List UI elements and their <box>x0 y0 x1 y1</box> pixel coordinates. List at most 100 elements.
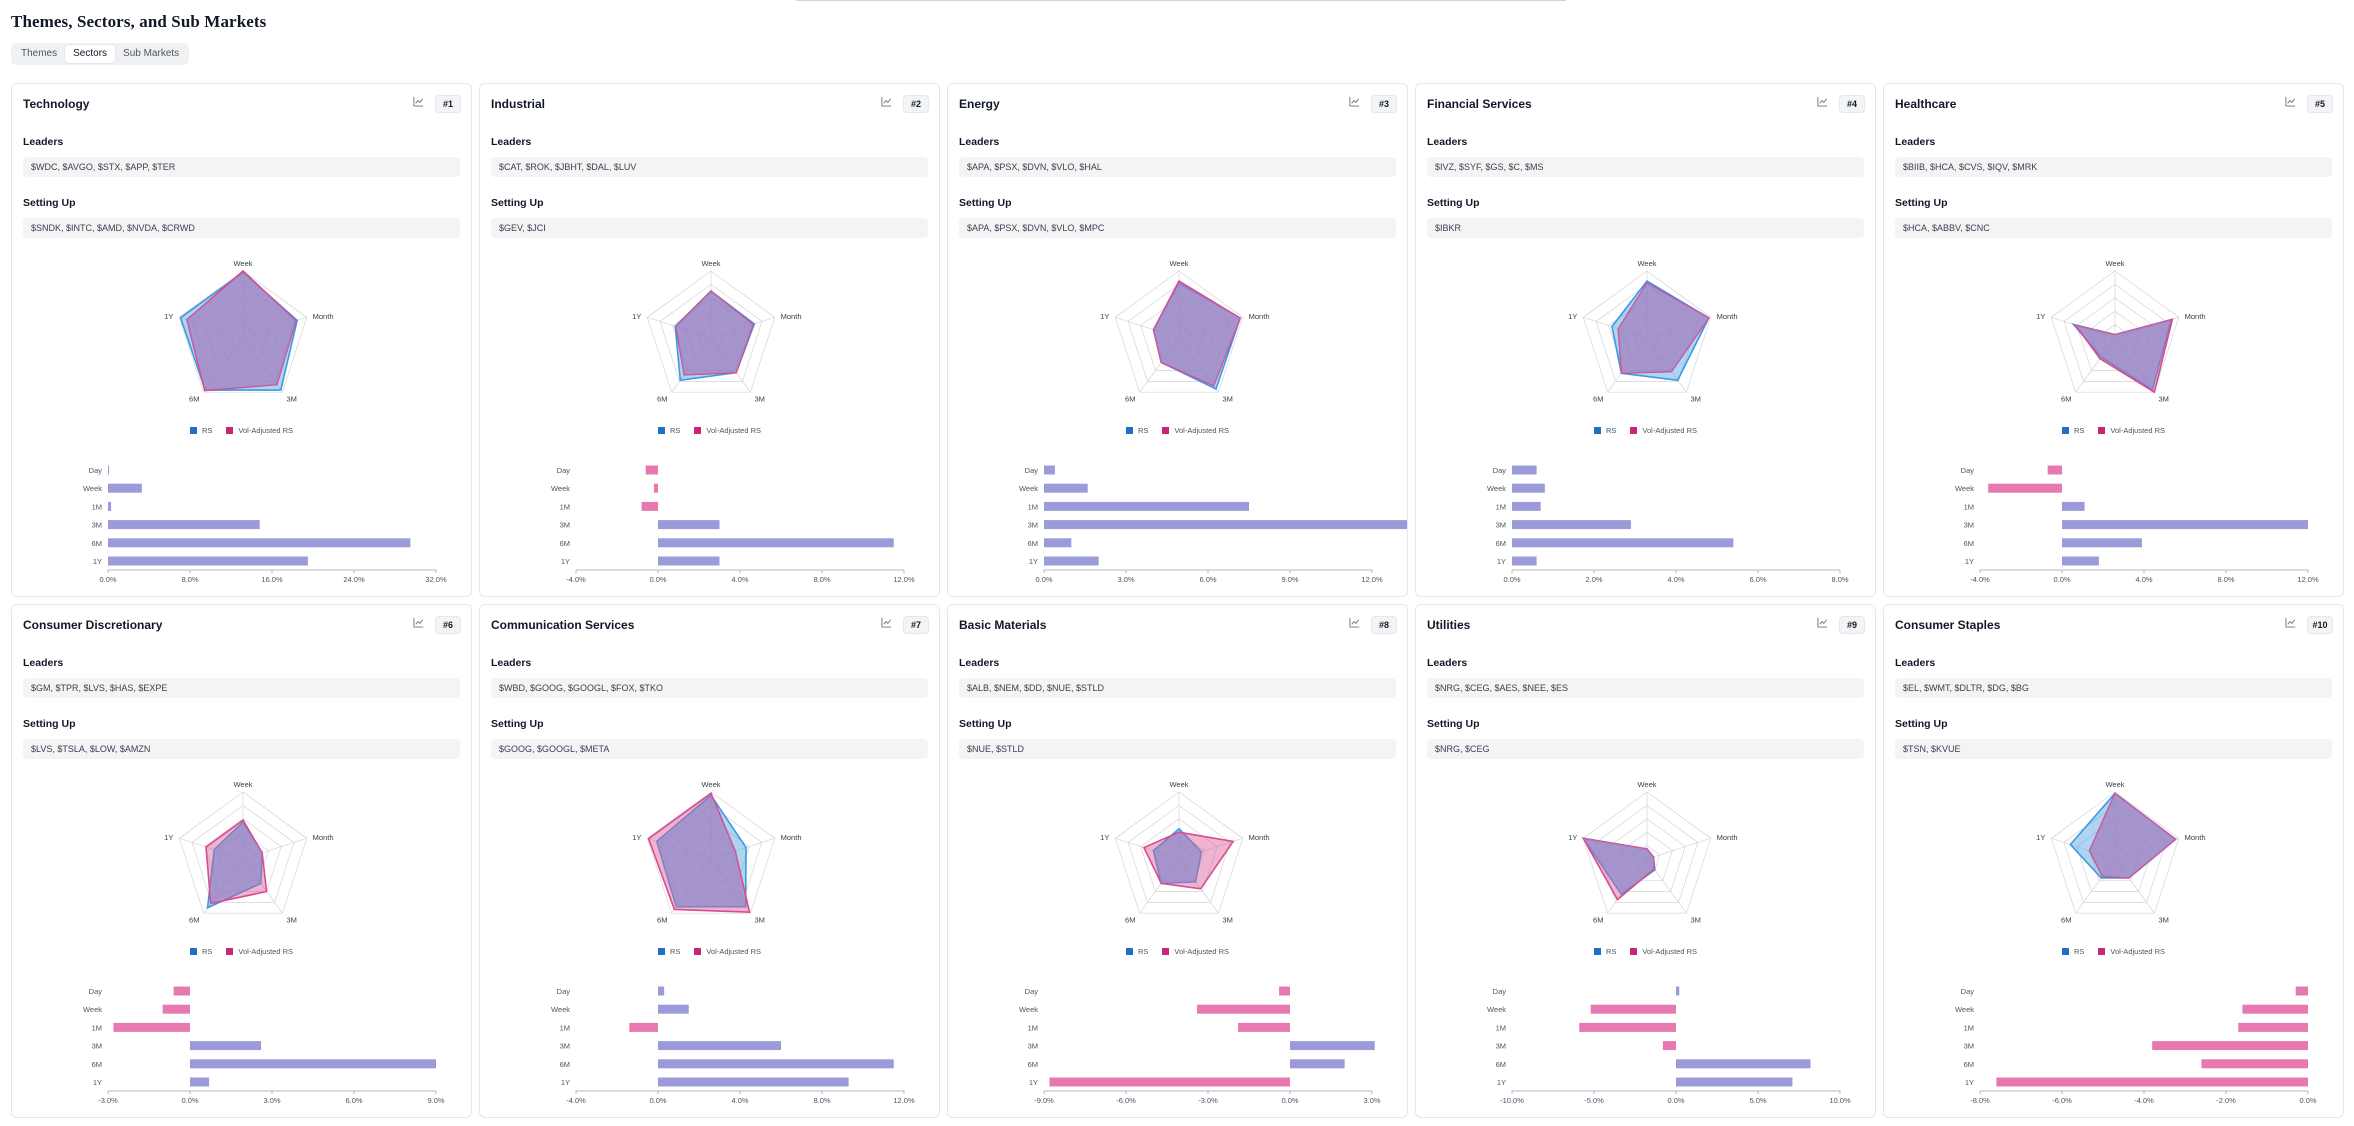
line-chart-icon[interactable] <box>411 617 425 631</box>
bar-period-label: 6M <box>1964 1060 1974 1069</box>
legend-item-vol: Vol-Adjusted RS <box>2098 426 2165 435</box>
bar-period-label: 3M <box>92 1042 102 1051</box>
return-bar <box>1512 483 1545 493</box>
radar-axis-label: Month <box>313 833 334 842</box>
tab-sub-markets[interactable]: Sub Markets <box>123 48 180 59</box>
radar-axis-label: 6M <box>657 394 667 403</box>
return-bar <box>1512 465 1537 475</box>
line-chart-icon[interactable] <box>879 96 893 110</box>
line-chart-icon[interactable] <box>2283 96 2297 110</box>
radar-grid-ring <box>1582 791 1712 914</box>
setting-up-label: Setting Up <box>491 718 544 730</box>
x-axis-tick-label: 8.0% <box>2217 575 2234 584</box>
return-bar <box>2295 986 2308 996</box>
returns-bar-chart: Day Week 1M 3M 6M 1Y -8.0% -6.0% -4.0% -2.0% 0.0% <box>1884 979 2343 1114</box>
x-axis-tick-label: 9.0% <box>1281 575 1298 584</box>
radar-overlap <box>656 795 746 907</box>
sector-title: Utilities <box>1427 618 1471 632</box>
sector-card: Healthcare #5 Leaders $BIIB, $HCA, $CVS, $I… <box>1883 83 2344 597</box>
line-chart-icon[interactable] <box>2283 617 2297 631</box>
return-bar <box>2152 1041 2308 1051</box>
radar-overlap <box>1583 838 1655 895</box>
returns-bar-chart: Day Week 1M 3M 6M 1Y 0.0% 3.0% 6.0% 9.0% 12.0% <box>948 458 1407 593</box>
x-axis-tick-label: 0.0% <box>99 575 116 584</box>
return-bar <box>1512 501 1541 511</box>
radar-axis-label: 6M <box>657 915 667 924</box>
radar-grid-ring <box>1127 804 1231 903</box>
legend-swatch-vol <box>1630 948 1638 955</box>
radar-axis-label: Month <box>1249 312 1270 321</box>
bar-period-label: 1Y <box>93 557 102 566</box>
line-chart-icon[interactable] <box>879 617 893 631</box>
x-axis-tick-label: 12.0% <box>2297 575 2319 584</box>
radar-axis-label: 1Y <box>632 312 641 321</box>
radar-axis-label: Month <box>1249 833 1270 842</box>
return-bar <box>2062 520 2308 530</box>
leaders-tickers: $ALB, $NEM, $DD, $NUE, $STLD <box>959 678 1396 698</box>
setting-up-label: Setting Up <box>1895 197 1948 209</box>
x-axis-tick-label: 0.0% <box>1503 575 1520 584</box>
return-bar <box>108 465 110 475</box>
sector-card: Energy #3 Leaders $APA, $PSX, $DVN, $VLO, $… <box>947 83 1408 597</box>
legend-item-vol: Vol-Adjusted RS <box>226 947 293 956</box>
x-axis-tick-label: 6.0% <box>1199 575 1216 584</box>
tab-sectors[interactable]: Sectors <box>65 45 116 63</box>
tab-bar: Themes Sectors Sub Markets <box>11 43 190 65</box>
radar-grid-ring <box>1114 270 1244 393</box>
bar-period-label: 6M <box>1028 1060 1038 1069</box>
line-chart-icon[interactable] <box>411 96 425 110</box>
line-chart-icon[interactable] <box>1815 96 1829 110</box>
returns-bar-chart: Day Week 1M 3M 6M 1Y -4.0% 0.0% 4.0% 8.0% 12.0% <box>480 979 939 1114</box>
legend-label-rs: RS <box>669 947 681 956</box>
radar-axis-label: 3M <box>1223 915 1233 924</box>
line-chart-icon[interactable] <box>1347 617 1361 631</box>
leaders-tickers: $WBD, $GOOG, $GOOGL, $FOX, $TKO <box>491 678 928 698</box>
legend-item-rs: RS <box>1125 426 1148 435</box>
return-bar <box>108 520 260 530</box>
x-axis-tick-label: 10.0% <box>1829 1096 1851 1105</box>
sector-card: Consumer Discretionary #6 Leaders $GM, $TPR… <box>11 604 472 1118</box>
return-bar <box>1676 986 1680 996</box>
leaders-label: Leaders <box>1895 136 1936 148</box>
bar-period-label: 1M <box>1496 1023 1506 1032</box>
legend-swatch-vol <box>694 427 702 434</box>
legend-swatch-rs <box>189 427 197 434</box>
legend-label-vol: Vol-Adjusted RS <box>1642 947 1698 956</box>
radar-grid-ring <box>646 791 776 914</box>
legend-item-vol: Vol-Adjusted RS <box>1630 426 1697 435</box>
radar-axis-label: Week <box>1637 780 1656 789</box>
radar-axis-label: Week <box>233 259 252 268</box>
sector-title: Consumer Staples <box>1895 618 2001 632</box>
sector-title: Industrial <box>491 97 546 111</box>
return-bar <box>1290 1059 1345 1069</box>
radar-axis-label: Week <box>701 259 720 268</box>
bar-chart-svg: Day Week 1M 3M 6M 1Y -10.0% -5.0% 0.0% 5.0% 10.0% <box>1487 986 1851 1105</box>
radar-chart: Week Month 3M 6M 1Y <box>566 763 856 938</box>
chart-legend: RS Vol-Adjusted RS <box>1416 947 1875 956</box>
setting-up-tickers: $GOOG, $GOOGL, $META <box>491 739 928 759</box>
legend-label-rs: RS <box>201 426 213 435</box>
leaders-label: Leaders <box>491 136 532 148</box>
sector-card: Communication Services #7 Leaders $WBD, $GO… <box>479 604 940 1118</box>
legend-swatch-rs <box>1593 427 1601 434</box>
bar-period-label: Day <box>1025 466 1039 475</box>
legend-item-rs: RS <box>189 426 213 435</box>
setting-up-tickers: $NUE, $STLD <box>959 739 1396 759</box>
legend-swatch-vol <box>1162 427 1170 434</box>
line-chart-icon[interactable] <box>1815 617 1829 631</box>
radar-grid-ring <box>178 270 308 393</box>
tab-themes[interactable]: Themes <box>21 48 58 59</box>
line-chart-icon[interactable] <box>1347 96 1361 110</box>
radar-svg: Week Month 3M 6M 1Y <box>1100 780 1270 924</box>
x-axis-tick-label: 2.0% <box>1585 575 1602 584</box>
bar-period-label: Day <box>89 987 103 996</box>
legend-label-vol: Vol-Adjusted RS <box>1174 426 1230 435</box>
radar-axis-label: 6M <box>1125 915 1135 924</box>
bar-period-label: Week <box>1487 484 1506 493</box>
bar-period-label: 6M <box>92 539 102 548</box>
return-bar <box>1988 483 2062 493</box>
bar-period-label: Week <box>551 484 570 493</box>
x-axis-tick-label: 12.0% <box>1361 575 1383 584</box>
sector-title: Basic Materials <box>959 618 1047 632</box>
leaders-tickers: $APA, $PSX, $DVN, $VLO, $HAL <box>959 157 1396 177</box>
